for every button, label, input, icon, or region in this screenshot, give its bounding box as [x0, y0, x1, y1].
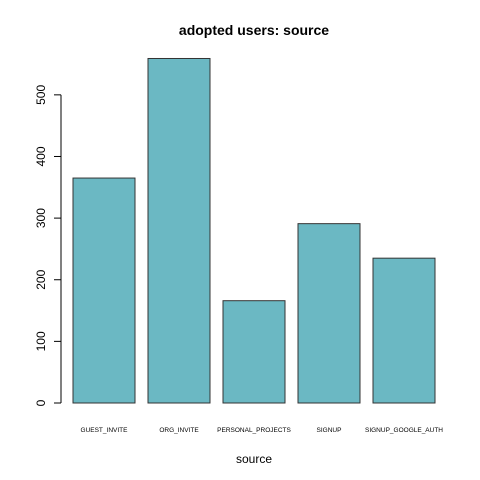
- x-tick-label: GUEST_INVITE: [81, 427, 129, 434]
- y-tick-label: 200: [34, 269, 48, 289]
- bars-group: [72, 57, 436, 404]
- bar-signup-google-auth: [372, 257, 436, 404]
- x-tick-label: ORG_INVITE: [159, 427, 199, 434]
- y-tick-label: 500: [34, 85, 48, 105]
- y-tick-label: 400: [34, 146, 48, 166]
- x-tick-label: SIGNUP: [317, 427, 342, 434]
- y-tick-label: 300: [34, 208, 48, 228]
- chart-title: adopted users: source: [179, 22, 329, 38]
- x-axis-label: source: [236, 452, 272, 466]
- x-tick-label: PERSONAL_PROJECTS: [217, 427, 291, 434]
- y-tick-label: 0: [34, 399, 48, 406]
- x-tick-label: SIGNUP_GOOGLE_AUTH: [365, 427, 443, 434]
- bar-org-invite: [147, 57, 211, 404]
- bar-guest-invite: [72, 177, 136, 404]
- bar-personal-projects: [222, 300, 286, 404]
- y-tick-label: 100: [34, 331, 48, 351]
- bar-signup: [297, 223, 361, 404]
- x-tick-labels: GUEST_INVITE ORG_INVITE PERSONAL_PROJECTS S…: [81, 427, 444, 434]
- y-axis: 0 100 200 300 400 500: [34, 85, 62, 406]
